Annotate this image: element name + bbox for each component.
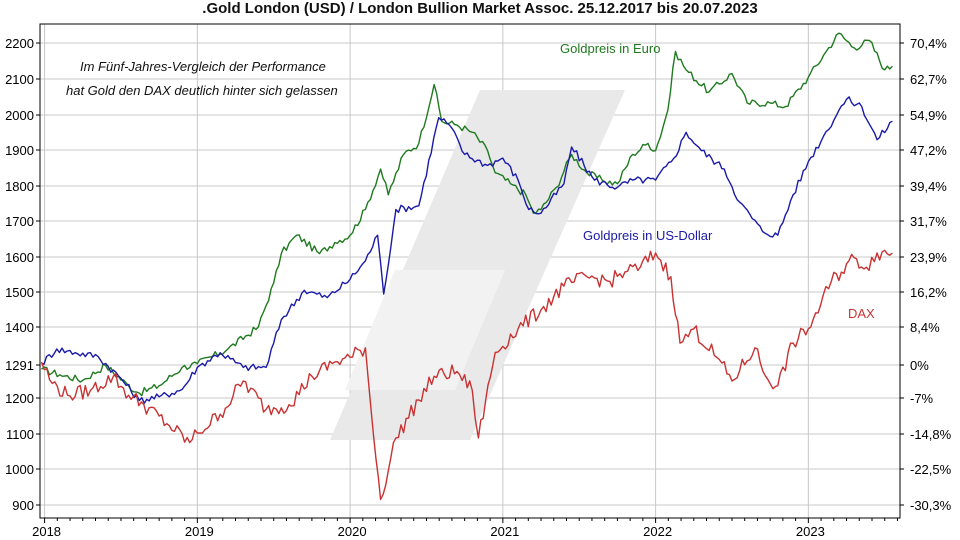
series-lines [40, 32, 893, 501]
series-line [40, 249, 893, 501]
right-axis-ticks: -30,3% -22,5% -14,8% -7% 0% 8,4% 16,2% 23,9% 31,… [900, 36, 952, 513]
left-tick-label: 2000 [5, 108, 34, 123]
series-label: Goldpreis in Euro [560, 41, 660, 56]
plot-frame [39, 23, 901, 519]
right-tick-label: 0% [910, 358, 929, 373]
x-tick-label: 2019 [185, 524, 214, 539]
x-tick-label: 2022 [643, 524, 672, 539]
watermark-logo [330, 90, 625, 440]
left-tick-label: 1000 [5, 462, 34, 477]
series-label: Goldpreis in US-Dollar [583, 228, 713, 243]
left-tick-label: 2100 [5, 72, 34, 87]
left-tick-label: 1800 [5, 179, 34, 194]
left-tick-label: 1100 [6, 427, 34, 442]
annotation: Im Fünf-Jahres-Vergleich der Performance… [66, 59, 338, 98]
right-tick-label: -22,5% [910, 462, 952, 477]
right-tick-label: 39,4% [910, 179, 947, 194]
right-tick-label: -14,8% [910, 427, 952, 442]
series-labels: Goldpreis in Euro Goldpreis in US-Dollar D… [560, 41, 875, 321]
right-tick-label: 8,4% [910, 320, 940, 335]
left-axis-ticks: 900 1000 1100 1200 1291 1400 1500 1600 1700 1800 1… [5, 36, 40, 513]
left-tick-label: 1700 [5, 214, 34, 229]
left-tick-label: 1600 [5, 250, 34, 265]
x-tick-label: 2020 [338, 524, 367, 539]
left-tick-label: 2200 [5, 36, 34, 51]
right-tick-label: -30,3% [910, 498, 952, 513]
left-tick-label: 1291 [5, 358, 34, 373]
x-tick-label: 2023 [796, 524, 825, 539]
x-tick-label: 2021 [490, 524, 519, 539]
chart-title: .Gold London (USD) / London Bullion Mark… [202, 0, 758, 17]
series-line [41, 96, 893, 404]
x-tick-label: 2018 [32, 524, 61, 539]
right-tick-label: 54,9% [910, 108, 947, 123]
right-tick-label: 23,9% [910, 250, 947, 265]
left-tick-label: 1200 [5, 391, 34, 406]
watermark-bar [345, 270, 505, 390]
left-tick-label: 1900 [5, 143, 34, 158]
left-tick-label: 1500 [5, 285, 34, 300]
right-tick-label: 47,2% [910, 143, 947, 158]
right-tick-label: 62,7% [910, 72, 947, 87]
series-label: DAX [848, 306, 875, 321]
right-tick-label: -7% [910, 391, 934, 406]
right-tick-label: 31,7% [910, 214, 947, 229]
left-tick-label: 900 [12, 498, 34, 513]
left-tick-label: 1400 [5, 320, 34, 335]
series-line [41, 32, 893, 397]
annotation-line: hat Gold den DAX deutlich hinter sich ge… [66, 83, 338, 98]
right-tick-label: 16,2% [910, 285, 947, 300]
right-tick-label: 70,4% [910, 36, 947, 51]
annotation-line: Im Fünf-Jahres-Vergleich der Performance [80, 59, 326, 74]
plot-border [39, 23, 901, 519]
x-axis-ticks: 2018 2019 2020 2021 2022 2023 [32, 518, 898, 539]
